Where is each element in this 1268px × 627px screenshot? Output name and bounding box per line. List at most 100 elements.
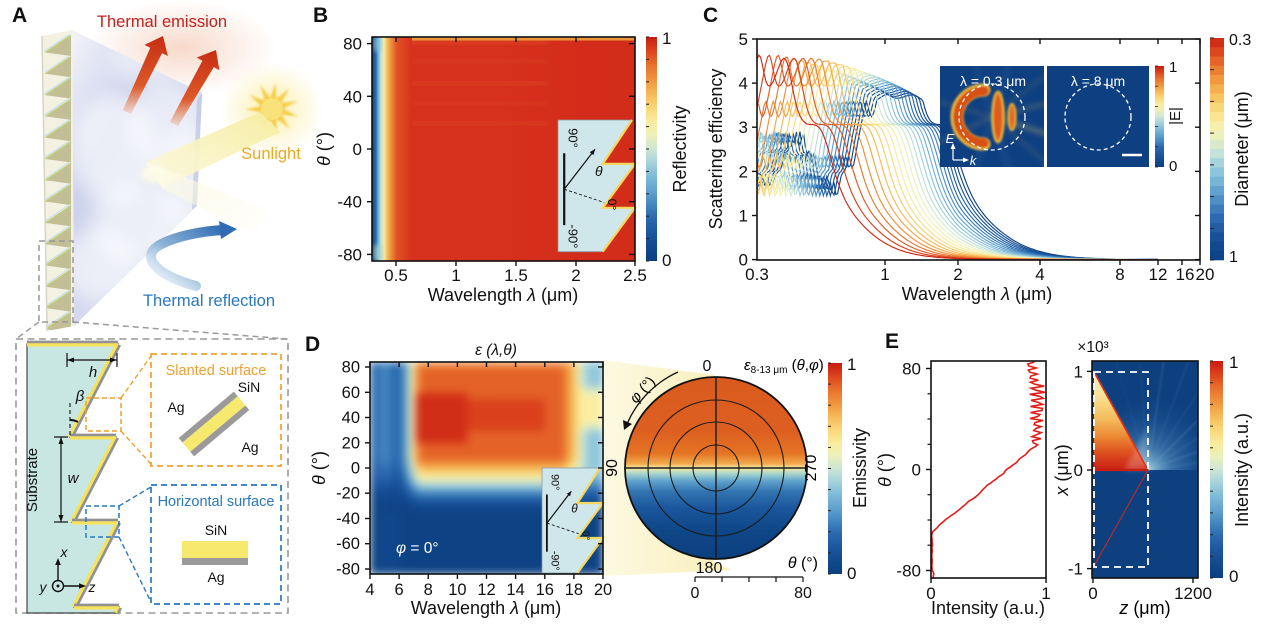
svg-text:16: 16	[1176, 265, 1195, 284]
svg-text:80: 80	[343, 35, 362, 54]
svg-text:0: 0	[926, 584, 935, 603]
svg-text:4: 4	[365, 581, 374, 599]
svg-text:4: 4	[739, 74, 748, 93]
svg-text:80: 80	[794, 585, 812, 602]
svg-text:Slanted surface: Slanted surface	[166, 363, 267, 379]
svg-text:4: 4	[1035, 265, 1044, 284]
svg-text:θ (°): θ (°)	[309, 451, 329, 485]
svg-text:0°: 0°	[605, 199, 619, 211]
svg-text:20: 20	[1196, 265, 1215, 284]
svg-text:0: 0	[912, 461, 921, 480]
svg-text:60: 60	[342, 384, 360, 402]
svg-text:SiN: SiN	[238, 379, 261, 395]
svg-text:-80: -80	[336, 561, 360, 579]
svg-text:θ (°): θ (°)	[788, 555, 818, 572]
svg-text:16: 16	[536, 581, 554, 599]
svg-text:C: C	[703, 4, 718, 27]
svg-text:1: 1	[847, 355, 856, 374]
svg-text:-20: -20	[336, 485, 360, 503]
svg-text:20: 20	[342, 434, 360, 452]
svg-text:1: 1	[739, 207, 748, 226]
svg-text:Reflectivity: Reflectivity	[670, 105, 690, 192]
svg-text:Horizontal surface: Horizontal surface	[158, 494, 275, 510]
svg-text:0: 0	[739, 251, 748, 270]
svg-text:-40: -40	[337, 193, 362, 212]
svg-text:-90°: -90°	[548, 551, 560, 571]
svg-text:h: h	[89, 364, 97, 381]
svg-text:y: y	[39, 579, 48, 595]
svg-text:2: 2	[571, 266, 580, 285]
svg-text:Wavelength λ (μm): Wavelength λ (μm)	[902, 284, 1053, 304]
svg-text:0: 0	[703, 358, 712, 375]
svg-text:20: 20	[594, 581, 612, 599]
svg-text:0: 0	[1169, 158, 1177, 175]
svg-text:0.3: 0.3	[745, 265, 769, 284]
svg-text:ε (λ,θ): ε (λ,θ)	[475, 342, 517, 359]
svg-text:1: 1	[1169, 59, 1177, 76]
svg-text:β: β	[75, 388, 85, 405]
svg-text:E: E	[885, 330, 899, 353]
svg-text:18: 18	[565, 581, 583, 599]
svg-text:-60: -60	[336, 535, 360, 553]
svg-text:Ag: Ag	[167, 399, 184, 415]
svg-text:-1: -1	[1068, 560, 1083, 579]
svg-text:E: E	[946, 131, 955, 146]
svg-text:θ: θ	[595, 163, 603, 179]
svg-text:6: 6	[395, 581, 404, 599]
svg-text:λ = 8 μm: λ = 8 μm	[1071, 73, 1125, 89]
svg-text:2: 2	[739, 162, 748, 181]
svg-text:x: x	[60, 544, 69, 560]
svg-text:φ = 0°: φ = 0°	[396, 540, 439, 557]
svg-text:1: 1	[880, 265, 889, 284]
svg-text:-40: -40	[336, 510, 360, 528]
svg-text:180: 180	[696, 560, 723, 577]
svg-text:0.5: 0.5	[384, 266, 408, 285]
svg-text:80: 80	[342, 359, 360, 377]
svg-text:0: 0	[691, 585, 700, 602]
svg-text:90: 90	[604, 459, 621, 477]
svg-text:Thermal reflection: Thermal reflection	[143, 292, 275, 310]
svg-text:1: 1	[1074, 362, 1083, 381]
svg-text:Substrate: Substrate	[24, 448, 41, 512]
svg-text:8: 8	[424, 581, 433, 599]
svg-text:40: 40	[343, 87, 362, 106]
svg-text:z (μm): z (μm)	[1118, 598, 1170, 618]
svg-text:270: 270	[803, 455, 820, 482]
svg-text:k: k	[970, 153, 978, 168]
svg-text:Sunlight: Sunlight	[241, 145, 301, 163]
svg-text:12: 12	[477, 581, 495, 599]
svg-text:SiN: SiN	[205, 522, 228, 538]
svg-text:-80: -80	[337, 245, 362, 264]
svg-text:1: 1	[662, 29, 671, 48]
svg-text:0: 0	[662, 251, 671, 270]
svg-text:λ = 0.3 μm: λ = 0.3 μm	[960, 73, 1026, 89]
svg-text:8: 8	[1115, 265, 1124, 284]
svg-text:|E|: |E|	[1167, 107, 1184, 125]
svg-text:Emissivity: Emissivity	[850, 428, 870, 508]
svg-text:90°: 90°	[566, 128, 581, 148]
svg-text:Wavelength λ (μm): Wavelength λ (μm)	[411, 598, 562, 618]
svg-text:1: 1	[1041, 584, 1050, 603]
svg-text:1.5: 1.5	[504, 266, 528, 285]
svg-text:Diameter (μm): Diameter (μm)	[1232, 91, 1252, 206]
svg-text:0: 0	[351, 460, 360, 478]
svg-text:90°: 90°	[548, 474, 560, 490]
svg-text:θ: θ	[571, 502, 578, 516]
svg-text:0: 0	[1229, 567, 1238, 586]
svg-text:0: 0	[353, 140, 362, 159]
svg-text:θ (°): θ (°)	[875, 453, 895, 487]
svg-text:0.3: 0.3	[1229, 32, 1251, 49]
svg-text:2: 2	[953, 265, 962, 284]
svg-text:Intensity (a.u.): Intensity (a.u.)	[1232, 413, 1252, 527]
svg-text:ε8-13 μm (θ,φ): ε8-13 μm (θ,φ)	[744, 357, 824, 376]
svg-text:2.5: 2.5	[623, 266, 647, 285]
svg-text:14: 14	[506, 581, 524, 599]
svg-text:Thermal emission: Thermal emission	[97, 13, 227, 31]
svg-text:x (μm): x (μm)	[1052, 444, 1072, 496]
svg-text:12: 12	[1149, 265, 1168, 284]
svg-text:B: B	[313, 4, 328, 27]
svg-text:0: 0	[1088, 584, 1097, 603]
svg-text:0: 0	[847, 564, 856, 583]
svg-text:Scattering efficiency: Scattering efficiency	[706, 69, 726, 230]
svg-text:-90°: -90°	[566, 224, 581, 248]
